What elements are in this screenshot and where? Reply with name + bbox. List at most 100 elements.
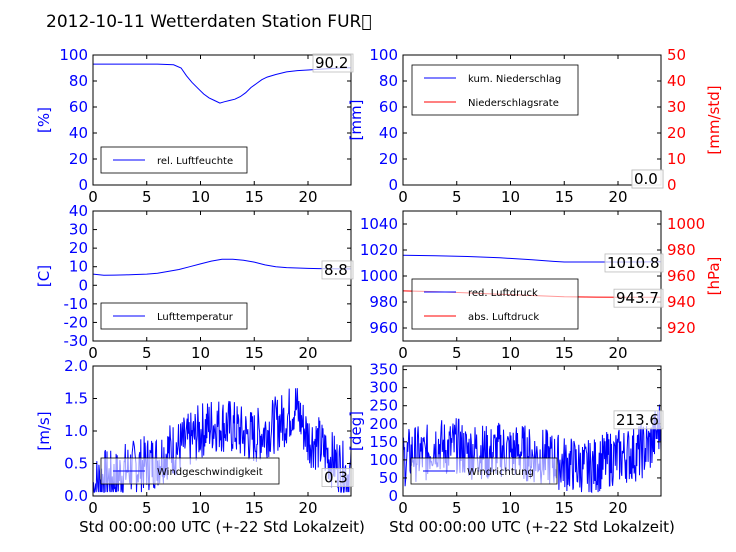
value-annotation-box xyxy=(613,288,664,308)
y-tick-label: 30 xyxy=(69,221,88,239)
x-tick-label: 20 xyxy=(608,344,627,362)
y-tick-label: 100 xyxy=(369,451,398,469)
x-tick-label: 15 xyxy=(245,499,264,517)
x-tick-label: 20 xyxy=(608,188,627,206)
chart-panel-pressure: 0 5 10 15 20 960 980 1000 1020 1040 920 940 960 980 10… xyxy=(360,210,723,362)
figure-title: 2012-10-11 Wetterdaten Station FUR  xyxy=(46,12,372,32)
x-tick-label: 10 xyxy=(501,344,520,362)
x-tick-label: 15 xyxy=(555,344,574,362)
x-tick-label: 5 xyxy=(452,499,462,517)
chart-panel-temperature: 0 5 10 15 20-30-20-10010203040[C]Lufttempera… xyxy=(35,202,354,362)
axes-frame-precipitation xyxy=(402,54,662,186)
value-annotation: 90.2 xyxy=(315,54,348,72)
x-axis-label: Std 00:00:00 UTC (+-22 Std Lokalzeit) xyxy=(79,518,365,536)
value-annotation-box xyxy=(321,468,354,487)
series-line-humidity-0 xyxy=(93,63,352,104)
y-right-tick-label: 920 xyxy=(667,319,696,337)
series-line-temperature-0 xyxy=(92,258,351,276)
y-tick-label: 20 xyxy=(69,239,88,257)
x-tick-label: 5 xyxy=(142,499,152,517)
x-tick-label: 0 xyxy=(88,188,98,206)
x-tick-label: 0 xyxy=(398,499,408,517)
x-tick-label: 0 xyxy=(88,499,98,517)
y-tick-label: 40 xyxy=(69,124,88,142)
x-axis-label: Std 00:00:00 UTC (+-22 Std Lokalzeit) xyxy=(389,518,675,536)
y-tick-label: 2.0 xyxy=(64,357,88,375)
x-tick-label: 20 xyxy=(298,499,317,517)
y-right-tick-label: 40 xyxy=(667,72,686,90)
y-tick-label: 40 xyxy=(69,202,88,220)
value-annotation-box xyxy=(604,253,664,273)
y-right-tick-label: 30 xyxy=(667,98,686,116)
legend-entry: rel. Luftfeuchte xyxy=(157,156,233,167)
y-axis-label: [C] xyxy=(35,265,53,287)
legend-entry: red. Luftdruck xyxy=(468,288,538,299)
legend-entry: Lufttemperatur xyxy=(157,312,234,323)
value-annotation: 213.6 xyxy=(616,411,659,429)
y-tick-label: 300 xyxy=(369,379,398,397)
value-annotation-box xyxy=(321,260,354,280)
y-tick-label: 100 xyxy=(369,46,398,64)
y-tick-label: 80 xyxy=(379,72,398,90)
x-tick-label: 0 xyxy=(398,188,408,206)
y-tick-label: 980 xyxy=(369,293,398,311)
y-tick-label: 0 xyxy=(78,276,88,294)
y-tick-label: -30 xyxy=(64,332,89,350)
y-axis-label: [deg] xyxy=(347,411,365,451)
legend-box xyxy=(411,278,579,330)
x-tick-label: 10 xyxy=(501,499,520,517)
x-tick-label: 15 xyxy=(245,344,264,362)
value-annotation-box xyxy=(312,53,354,73)
y-tick-label: 150 xyxy=(369,433,398,451)
y-right-tick-label: 50 xyxy=(667,46,686,64)
x-tick-label: 0 xyxy=(88,344,98,362)
y-axis-label: [%] xyxy=(35,107,53,133)
y-tick-label: 40 xyxy=(379,124,398,142)
y-tick-label: 0.5 xyxy=(64,455,88,473)
x-tick-label: 20 xyxy=(298,188,317,206)
series-line-winddirection-0 xyxy=(402,404,662,494)
x-tick-label: 5 xyxy=(142,188,152,206)
x-tick-label: 15 xyxy=(555,499,574,517)
x-tick-label: 5 xyxy=(452,188,462,206)
y-tick-label: 60 xyxy=(379,98,398,116)
chart-panel-precipitation: 0 5 10 15 20 0 20 40 60 80 100 0 10 20 30 40 50 [mm] [mm/s… xyxy=(347,46,723,206)
y-tick-label: 20 xyxy=(69,150,88,168)
y-right-axis-label: [mm/std] xyxy=(705,85,723,154)
legend-entry: kum. Niederschlag xyxy=(468,74,561,85)
chart-panel-windspeed: 0 5 10 15 20 0.0 0.5 1.0 1.5 2.0 [m/s] Std 00:00:00… xyxy=(35,357,365,536)
x-tick-label: 10 xyxy=(501,188,520,206)
y-right-tick-label: 940 xyxy=(667,293,696,311)
y-tick-label: 50 xyxy=(379,469,398,487)
y-right-tick-label: 980 xyxy=(667,241,696,259)
y-tick-label: 200 xyxy=(369,415,398,433)
y-right-axis-label: [hPa] xyxy=(705,257,723,296)
y-tick-label: 0 xyxy=(78,176,88,194)
y-tick-label: 1000 xyxy=(360,267,398,285)
y-tick-label: 250 xyxy=(369,397,398,415)
y-tick-label: 0.0 xyxy=(64,487,88,505)
x-tick-label: 10 xyxy=(191,188,210,206)
y-tick-label: 1.5 xyxy=(64,390,88,408)
x-tick-label: 10 xyxy=(191,344,210,362)
x-tick-label: 20 xyxy=(608,499,627,517)
x-tick-label: 10 xyxy=(191,499,210,517)
y-tick-label: 350 xyxy=(369,361,398,379)
value-annotation-box xyxy=(631,169,664,189)
x-tick-label: 5 xyxy=(142,344,152,362)
value-annotation: 8.8 xyxy=(324,261,348,279)
y-tick-label: 0 xyxy=(388,487,398,505)
y-right-tick-label: 10 xyxy=(667,150,686,168)
y-axis-label: [mm] xyxy=(347,100,365,141)
y-tick-label: 10 xyxy=(69,258,88,276)
value-annotation: 1010.8 xyxy=(607,254,660,272)
x-tick-label: 5 xyxy=(452,344,462,362)
y-right-tick-label: 960 xyxy=(667,267,696,285)
y-axis-label: [m/s] xyxy=(35,411,53,450)
y-tick-label: 60 xyxy=(69,98,88,116)
legend-entry: Windrichtung xyxy=(467,467,534,478)
value-annotation: 0.0 xyxy=(634,170,658,188)
y-tick-label: 1040 xyxy=(360,215,398,233)
value-annotation: 943.7 xyxy=(616,289,659,307)
